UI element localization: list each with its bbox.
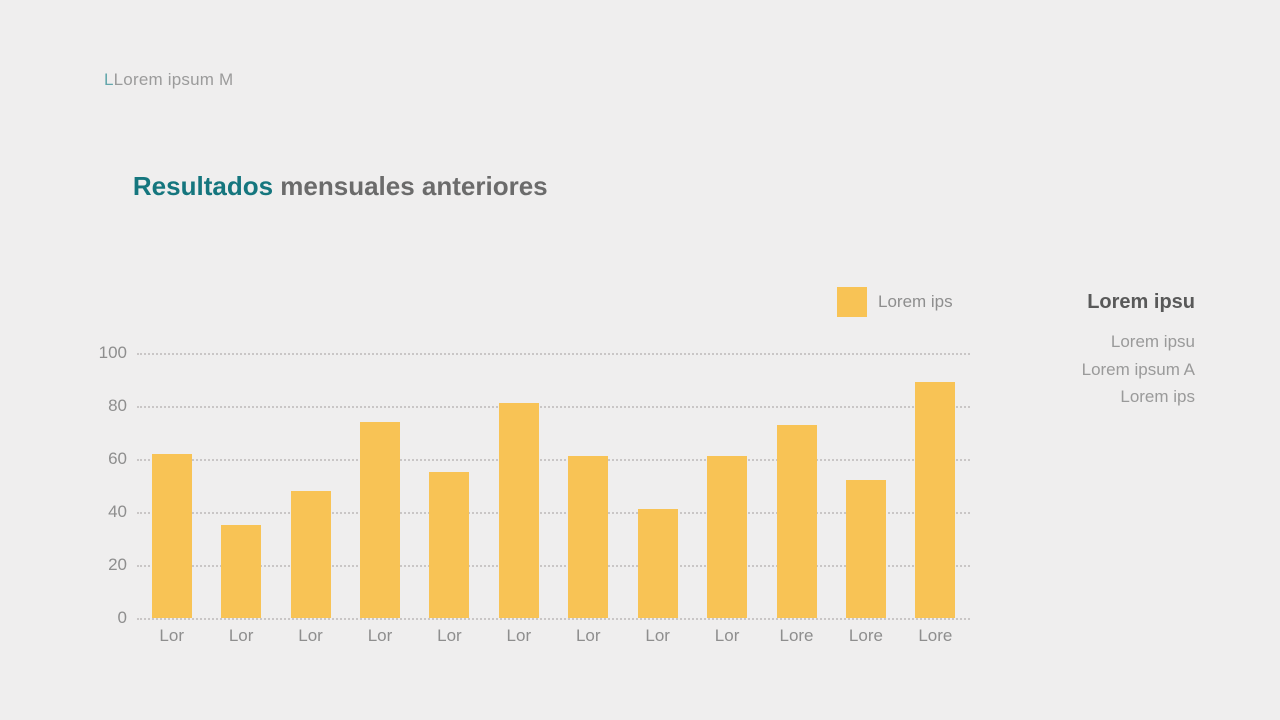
x-tick-label: Lor: [645, 626, 670, 645]
gridline: [137, 565, 970, 567]
bar-chart: 0 20 40 60 80 100 Lor Lor Lor Lor Lor Lor Lor Lor Lor…: [95, 340, 975, 655]
x-tick-label: Lor: [159, 626, 184, 645]
x-tick-label: Lore: [848, 626, 883, 645]
bar: [151, 453, 192, 618]
bar-slot: [415, 353, 484, 618]
bar-slot: [137, 353, 206, 618]
y-tick-label: 20: [108, 555, 127, 574]
x-tick-label: Lor: [298, 626, 323, 645]
title-accent: Resultados: [132, 171, 274, 202]
bar-slot: [206, 353, 275, 618]
x-axis-labels: Lor Lor Lor Lor Lor Lor Lor Lor Lor Lore Lore Lore: [137, 626, 970, 646]
gridline: [137, 459, 970, 461]
bar-slot: [554, 353, 623, 618]
x-tick-label: Lore: [918, 626, 953, 645]
side-panel-line: Lorem ips: [1120, 387, 1195, 406]
chart-legend: Lorem ips: [837, 287, 953, 317]
y-tick-label: 80: [108, 396, 127, 415]
gridline: [137, 512, 970, 514]
bar-slot: [276, 353, 345, 618]
x-tick-label: Lore: [779, 626, 814, 645]
bar: [637, 509, 678, 618]
page-title: Resultados mensuales anteriores: [104, 140, 548, 233]
title-rest: mensuales anteriores: [273, 171, 548, 202]
bars: [137, 353, 970, 618]
side-panel-line: Lorem ipsu: [1110, 332, 1195, 351]
x-tick-label: Lor: [228, 626, 254, 645]
bar: [429, 472, 470, 618]
x-tick-label: Lor: [714, 626, 740, 645]
bar: [359, 421, 400, 618]
kicker-text: Lorem ipsum M: [113, 70, 234, 89]
bar-slot: [762, 353, 831, 618]
bar: [221, 525, 262, 618]
bar: [915, 382, 956, 618]
y-tick-label: 100: [98, 343, 127, 362]
side-panel-line: Lorem ipsum A: [1081, 359, 1195, 379]
y-tick-label: 60: [108, 449, 127, 468]
legend-swatch: [837, 287, 867, 317]
y-axis-labels: 0 20 40 60 80 100: [95, 340, 127, 655]
bar-slot: [831, 353, 900, 618]
bar: [707, 456, 748, 618]
bar: [776, 424, 817, 618]
bar-slot: [901, 353, 970, 618]
y-tick-label: 40: [108, 502, 127, 521]
y-tick-label: 0: [117, 608, 127, 627]
kicker-prefix: L: [104, 70, 114, 89]
gridline: [137, 406, 970, 408]
plot-gridlines: [137, 353, 970, 620]
bar: [568, 456, 609, 618]
x-tick-label: Lor: [437, 626, 462, 645]
bar-slot: [692, 353, 761, 618]
bar: [498, 403, 539, 618]
x-tick-label: Lor: [506, 626, 532, 645]
bar-slot: [623, 353, 692, 618]
side-panel: Lorem ipsu Lorem ipsu Lorem ipsum A Lore…: [1082, 291, 1195, 411]
side-panel-heading: Lorem ipsu: [1087, 291, 1195, 313]
bar: [290, 490, 331, 618]
bar-slot: [345, 353, 414, 618]
legend-label: Lorem ips: [878, 292, 953, 311]
gridline: [137, 618, 970, 620]
x-tick-label: Lor: [367, 626, 393, 645]
x-tick-label: Lor: [575, 626, 601, 645]
bar-slot: [484, 353, 553, 618]
gridline: [137, 353, 970, 355]
slide-kicker: LLorem ipsum M: [104, 70, 233, 90]
side-panel-lines: Lorem ipsu Lorem ipsum A Lorem ips: [1082, 328, 1195, 411]
bar: [845, 480, 886, 618]
